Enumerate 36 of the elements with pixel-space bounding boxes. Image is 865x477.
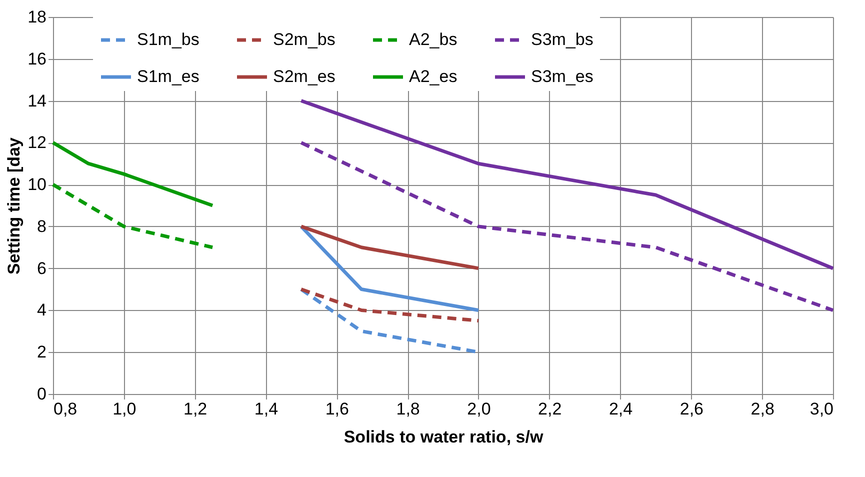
- x-tick-label: 2,8: [750, 400, 774, 418]
- legend-label: A2_bs: [409, 30, 458, 49]
- y-tick-label: 0: [37, 384, 46, 404]
- line-series: [299, 140, 835, 312]
- x-tick-label: 1,0: [112, 400, 136, 418]
- line-series: [299, 99, 835, 270]
- x-tick-label: 1,2: [184, 400, 208, 418]
- x-tick-label: 3,0: [810, 400, 834, 418]
- x-tick-label: 1,6: [325, 400, 349, 418]
- x-tick-label: 1,4: [254, 400, 278, 418]
- y-tick-label: 6: [37, 258, 46, 278]
- x-tick-label: 2,0: [467, 400, 491, 418]
- y-tick-label: 10: [28, 175, 46, 194]
- line-series: [51, 140, 214, 208]
- x-tick-label: 1,8: [396, 400, 420, 418]
- x-tick-label: 2,2: [538, 400, 562, 418]
- y-tick-label: 14: [28, 91, 46, 110]
- legend-label: S1m_es: [137, 67, 200, 86]
- y-tick-label: 16: [28, 49, 46, 68]
- x-tick-label: 2,6: [680, 400, 704, 418]
- legend-label: S1m_bs: [137, 30, 200, 49]
- legend-label: S3m_bs: [531, 30, 594, 49]
- x-tick-label: 0,8: [54, 400, 78, 418]
- legend-label: S2m_es: [273, 67, 336, 86]
- legend-label: A2_es: [409, 67, 458, 86]
- legend-label: S2m_bs: [273, 30, 336, 49]
- y-tick-label: 2: [37, 342, 46, 362]
- x-axis-title: Solids to water ratio, s/w: [344, 428, 544, 446]
- y-tick-label: 4: [37, 300, 46, 320]
- y-tick-label: 18: [28, 8, 46, 26]
- y-tick-label: 8: [37, 216, 46, 236]
- legend-label: S3m_es: [531, 67, 594, 86]
- line-series: [51, 182, 214, 250]
- x-tick-label: 2,4: [608, 400, 633, 418]
- y-tick-label: 12: [28, 133, 46, 152]
- y-axis-title: Setting time [day: [4, 136, 24, 274]
